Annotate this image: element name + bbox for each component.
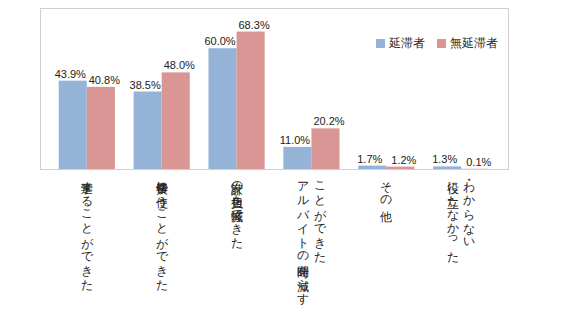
svg-text:1.2%: 1.2% — [391, 154, 416, 166]
html-text:無延滞者: 無延滞者 — [450, 36, 498, 50]
html-text:進学することができた: 進学することができた — [79, 173, 94, 285]
svg-text:11.0%: 11.0% — [280, 134, 311, 146]
svg-text:0.1%: 0.1% — [466, 156, 491, 168]
svg-text:68.3%: 68.3% — [238, 19, 269, 31]
svg-text:43.9%: 43.9% — [55, 68, 86, 80]
svg-text:38.5%: 38.5% — [130, 79, 161, 91]
svg-text:48.0%: 48.0% — [164, 59, 195, 71]
svg-text:60.0%: 60.0% — [204, 35, 235, 47]
html-text:役に立たなかった ・わからない: 役に立たなかった ・わからない — [446, 173, 477, 257]
html-text:修学費に使うことができた: 修学費に使うことができた — [154, 173, 169, 285]
html-text:家計の負担を軽減できた: 家計の負担を軽減できた — [229, 173, 244, 243]
svg-text:1.3%: 1.3% — [432, 153, 457, 165]
html-text:延滞者: 延滞者 — [389, 36, 425, 50]
svg-text:1.7%: 1.7% — [357, 153, 382, 165]
svg-text:20.2%: 20.2% — [313, 115, 344, 127]
html-text:その他: その他 — [379, 173, 394, 201]
svg-text:40.8%: 40.8% — [89, 74, 120, 86]
html-text:アルバイトの時間を減らす ことができた: アルバイトの時間を減らす ことができた — [296, 173, 327, 299]
